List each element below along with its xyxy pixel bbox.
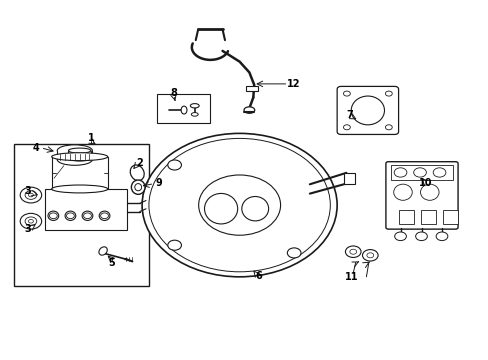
Ellipse shape: [190, 104, 199, 108]
Text: 8: 8: [170, 88, 177, 98]
Ellipse shape: [131, 180, 145, 194]
Circle shape: [25, 191, 37, 199]
Ellipse shape: [99, 211, 110, 220]
Circle shape: [415, 232, 427, 240]
Ellipse shape: [244, 107, 254, 113]
Ellipse shape: [68, 154, 91, 161]
Text: 6: 6: [255, 271, 262, 281]
Circle shape: [435, 232, 447, 240]
Circle shape: [393, 168, 406, 177]
Ellipse shape: [242, 197, 268, 221]
Ellipse shape: [130, 165, 144, 181]
Circle shape: [362, 249, 377, 261]
Bar: [57, 150, 92, 159]
Circle shape: [394, 232, 406, 240]
Circle shape: [413, 168, 426, 177]
Circle shape: [49, 213, 57, 219]
Ellipse shape: [135, 184, 142, 191]
Bar: [246, 86, 258, 91]
Bar: [390, 165, 452, 180]
Ellipse shape: [68, 148, 91, 153]
Circle shape: [149, 138, 330, 272]
Text: 9: 9: [156, 177, 162, 188]
Text: 4: 4: [32, 143, 39, 153]
Bar: [398, 210, 413, 224]
Ellipse shape: [65, 211, 76, 220]
Ellipse shape: [181, 106, 186, 114]
Circle shape: [142, 134, 336, 277]
Circle shape: [28, 220, 33, 223]
Ellipse shape: [57, 154, 92, 165]
Circle shape: [349, 249, 356, 254]
Text: 7: 7: [345, 110, 352, 120]
Circle shape: [385, 91, 391, 96]
Text: 10: 10: [418, 178, 432, 188]
Text: 3: 3: [24, 225, 31, 234]
Circle shape: [343, 125, 349, 130]
Bar: [343, 173, 354, 184]
Ellipse shape: [420, 184, 438, 200]
Ellipse shape: [82, 211, 93, 220]
Circle shape: [20, 213, 41, 229]
Circle shape: [385, 125, 391, 130]
Circle shape: [366, 253, 373, 258]
Ellipse shape: [48, 211, 59, 220]
Ellipse shape: [57, 145, 92, 156]
Circle shape: [287, 248, 301, 258]
Circle shape: [101, 213, 108, 219]
Circle shape: [345, 246, 360, 257]
Circle shape: [25, 217, 37, 226]
Text: 1: 1: [87, 133, 94, 143]
Circle shape: [198, 175, 280, 235]
Circle shape: [432, 168, 445, 177]
Text: 11: 11: [345, 272, 358, 282]
Text: 5: 5: [108, 258, 115, 268]
Circle shape: [66, 213, 74, 219]
Circle shape: [83, 213, 91, 219]
Circle shape: [167, 240, 181, 250]
Text: 2: 2: [136, 158, 143, 168]
Circle shape: [167, 160, 181, 170]
Circle shape: [343, 91, 349, 96]
FancyBboxPatch shape: [336, 86, 398, 134]
Bar: [420, 210, 435, 224]
Bar: [52, 157, 107, 189]
Bar: [157, 94, 210, 123]
Ellipse shape: [52, 185, 107, 193]
Ellipse shape: [191, 113, 198, 116]
Circle shape: [28, 193, 33, 197]
Ellipse shape: [204, 193, 237, 224]
Circle shape: [20, 187, 41, 203]
Ellipse shape: [99, 247, 107, 255]
Text: 3: 3: [24, 186, 31, 197]
Bar: [14, 144, 149, 286]
Text: 12: 12: [286, 79, 300, 89]
FancyBboxPatch shape: [385, 162, 457, 229]
Ellipse shape: [52, 153, 107, 161]
Ellipse shape: [350, 96, 384, 125]
Ellipse shape: [393, 184, 411, 200]
Bar: [44, 189, 127, 230]
Bar: [442, 210, 457, 224]
